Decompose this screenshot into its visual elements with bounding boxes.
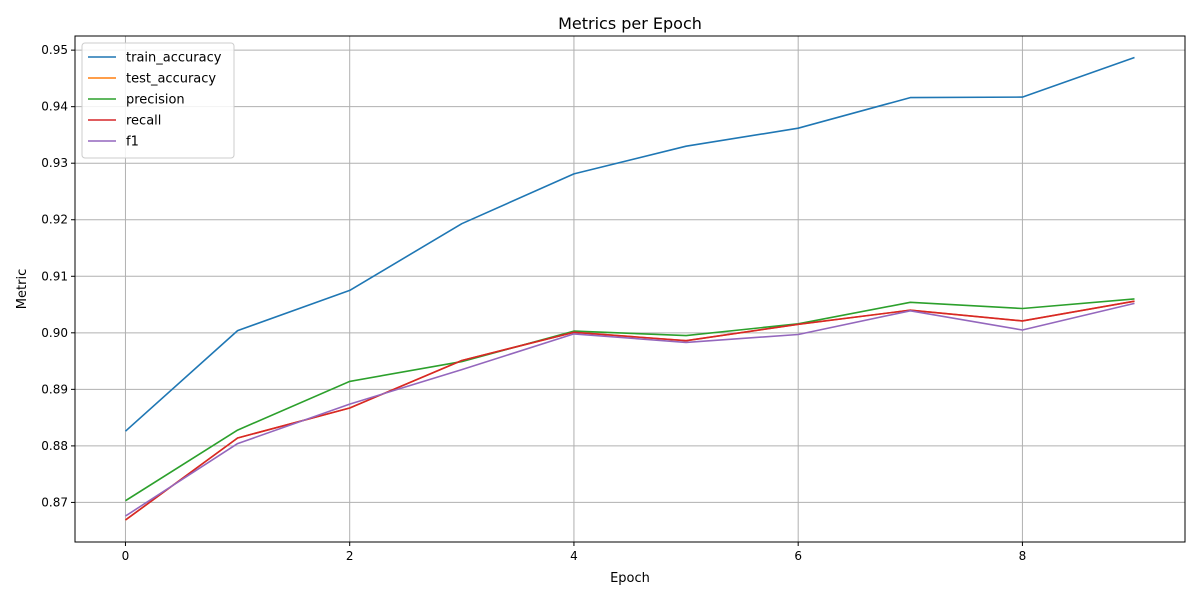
x-tick-label: 8	[1019, 549, 1027, 563]
series-line-train-accuracy	[124, 56, 1135, 432]
y-tick-label: 0.89	[41, 382, 68, 396]
grid-layer	[75, 36, 1185, 542]
series-line-recall	[125, 300, 1135, 521]
y-tick-label: 0.94	[41, 100, 68, 114]
legend-label: recall	[126, 114, 161, 129]
legend: train_accuracy test_accuracy precision reca…	[81, 42, 235, 159]
y-tick-label: 0.88	[41, 439, 68, 453]
legend-label: precision	[126, 93, 185, 108]
series-line-f1	[125, 302, 1135, 517]
y-axis-label: Metric	[15, 269, 30, 309]
series-line-precision	[125, 298, 1135, 502]
x-tick-label: 6	[794, 549, 802, 563]
series-layer	[124, 56, 1135, 521]
legend-label: test_accuracy	[126, 72, 216, 87]
y-tick-label: 0.87	[41, 495, 68, 509]
y-tick-label: 0.92	[41, 213, 68, 227]
y-tick-label: 0.90	[41, 326, 68, 340]
legend-box	[81, 42, 235, 159]
x-tick-label: 2	[346, 549, 354, 563]
x-tick-label: 0	[122, 549, 130, 563]
y-tick-label: 0.91	[41, 269, 68, 283]
plot-frame	[74, 35, 1186, 543]
x-axis: 0 2 4 6 8	[122, 542, 1027, 563]
y-tick-label: 0.93	[41, 156, 68, 170]
chart-title: Metrics per Epoch	[558, 14, 702, 33]
legend-label: train_accuracy	[126, 51, 222, 66]
y-axis: 0.87 0.88 0.89 0.90 0.91 0.92 0.93 0.94 0.95	[41, 43, 75, 509]
x-axis-label: Epoch	[610, 571, 650, 586]
y-tick-label: 0.95	[41, 43, 68, 57]
x-tick-label: 4	[570, 549, 578, 563]
legend-label: f1	[126, 135, 139, 150]
